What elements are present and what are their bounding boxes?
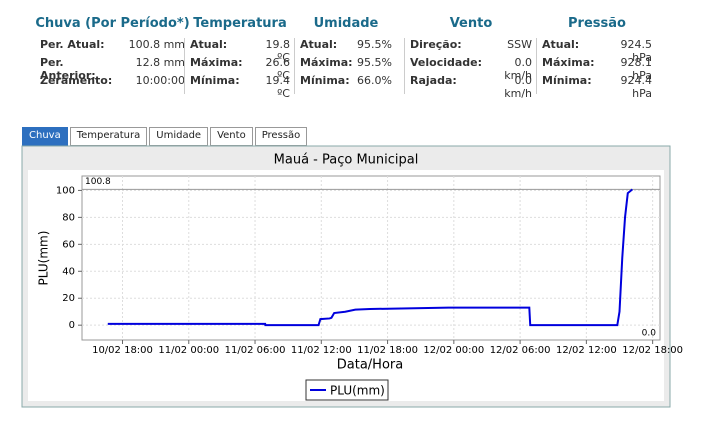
stat-label: Direção: <box>410 38 462 51</box>
stat-value: 95.5% <box>357 38 392 51</box>
stat-value: 924.5 hPa <box>620 38 653 64</box>
stat-value: 100.8 mm <box>128 38 185 51</box>
stat-value: 26.6 ºC <box>265 56 291 82</box>
stat-value: 0.0 km/h <box>504 74 532 100</box>
stat-value: 0.0 km/h <box>504 56 532 82</box>
y-axis-label: PLU(mm) <box>37 231 51 286</box>
chart-panel <box>28 170 664 401</box>
separator <box>294 38 295 94</box>
stat-title: Umidade <box>313 16 379 31</box>
separator <box>536 38 537 94</box>
stat-column: Temperatura Atual: 19.8 ºC Máxima: 26.6 ºC Mí… <box>190 16 291 100</box>
x-tick-label: 12/02 00:00 <box>423 345 484 356</box>
stat-column: Umidade Atual: 95.5% Máxima: 95.5% Mínima: 66.… <box>300 16 392 96</box>
stat-label: Atual: <box>190 38 228 51</box>
tab[interactable]: Temperatura <box>69 127 148 146</box>
legend-box <box>305 379 389 401</box>
stat-value: 928.1 hPa <box>620 56 653 82</box>
stat-row: Rajada: 0.0 km/h <box>410 74 532 100</box>
stat-label: Máxima: <box>300 56 353 69</box>
y-tick-label: 100 <box>56 185 75 196</box>
stat-column: Vento Direção: SSW Velocidade: 0.0 km/h Rajad… <box>410 16 532 100</box>
y-tick-label: 20 <box>62 293 75 304</box>
stat-label: Per. Atual: <box>40 38 105 51</box>
stat-value: 924.4 hPa <box>620 74 653 100</box>
stat-title: Vento <box>449 16 493 31</box>
x-axis-label: Data/Hora <box>337 358 403 373</box>
stat-label: Máxima: <box>542 56 595 69</box>
stat-label: Atual: <box>542 38 580 51</box>
stat-label: Atual: <box>300 38 338 51</box>
x-tick-label: 12/02 06:00 <box>490 345 551 356</box>
min-label: 0.0 <box>642 329 657 339</box>
stat-row: Máxima: 928.1 hPa <box>542 56 653 82</box>
stat-label: Per. Anterior: <box>40 56 96 82</box>
stat-row: Mínima: 66.0% <box>300 74 392 92</box>
stat-row: Direção: SSW <box>410 38 532 56</box>
stat-value: 10:00:00 <box>135 74 185 87</box>
tab[interactable]: Pressão <box>254 127 308 146</box>
stat-title: Temperatura <box>193 16 287 31</box>
stat-value: SSW <box>507 38 532 51</box>
stat-row: Máxima: 26.6 ºC <box>190 56 291 82</box>
stat-row: Atual: 95.5% <box>300 38 392 56</box>
chart-title: Mauá - Paço Municipal <box>274 153 419 168</box>
stat-value: 66.0% <box>357 74 392 87</box>
y-tick-label: 80 <box>62 212 75 223</box>
stat-row: Per. Atual: 100.8 mm <box>40 38 185 56</box>
stat-label: Zeramento: <box>40 74 113 87</box>
stat-label: Rajada: <box>410 74 457 87</box>
stat-row: Máxima: 95.5% <box>300 56 392 74</box>
tab[interactable]: Chuva <box>22 127 68 146</box>
x-tick-label: 10/02 18:00 <box>92 345 153 356</box>
stat-column: Pressão Atual: 924.5 hPa Máxima: 928.1 hPa Mí… <box>542 16 653 100</box>
stat-row: Atual: 924.5 hPa <box>542 38 653 64</box>
y-tick-label: 0 <box>69 320 75 331</box>
x-tick-label: 11/02 18:00 <box>357 345 418 356</box>
separator <box>404 38 405 94</box>
stat-row: Atual: 19.8 ºC <box>190 38 291 64</box>
stat-row: Velocidade: 0.0 km/h <box>410 56 532 82</box>
stat-label: Mínima: <box>300 74 350 87</box>
y-tick-label: 60 <box>62 239 75 250</box>
stat-value: 19.4 ºC <box>265 74 291 100</box>
stat-label: Mínima: <box>542 74 592 87</box>
max-label: 100.8 <box>85 177 111 187</box>
legend-label: PLU(mm) <box>330 384 385 398</box>
x-tick-label: 11/02 00:00 <box>158 345 219 356</box>
y-tick-label: 40 <box>62 266 75 277</box>
plot-area <box>81 175 661 341</box>
separator <box>184 38 185 94</box>
data-line <box>107 188 634 327</box>
stat-value: 95.5% <box>357 56 392 69</box>
stat-value: 19.8 ºC <box>265 38 291 64</box>
tab[interactable]: Umidade <box>149 127 209 146</box>
stat-label: Máxima: <box>190 56 243 69</box>
stat-label: Velocidade: <box>410 56 483 69</box>
stat-row: Zeramento: 10:00:00 <box>40 74 185 92</box>
stat-row: Mínima: 19.4 ºC <box>190 74 291 100</box>
stat-title: Chuva (Por Período*) <box>35 16 190 31</box>
tabs: Chuva Temperatura Umidade Vento Pressão <box>22 127 308 146</box>
x-tick-label: 12/02 12:00 <box>556 345 617 356</box>
stat-title: Pressão <box>568 16 626 31</box>
x-tick-label: 11/02 12:00 <box>291 345 352 356</box>
stat-value: 12.8 mm <box>135 56 185 69</box>
x-tick-label: 11/02 06:00 <box>225 345 286 356</box>
tab[interactable]: Vento <box>210 127 253 146</box>
stat-column: Chuva (Por Período*) Per. Atual: 100.8 mm P… <box>35 16 189 96</box>
x-tick-label: 12/02 18:00 <box>622 345 683 356</box>
chart-frame <box>21 145 671 408</box>
stat-row: Per. Anterior: 12.8 mm <box>40 56 185 82</box>
stat-label: Mínima: <box>190 74 240 87</box>
stat-row: Mínima: 924.4 hPa <box>542 74 653 100</box>
